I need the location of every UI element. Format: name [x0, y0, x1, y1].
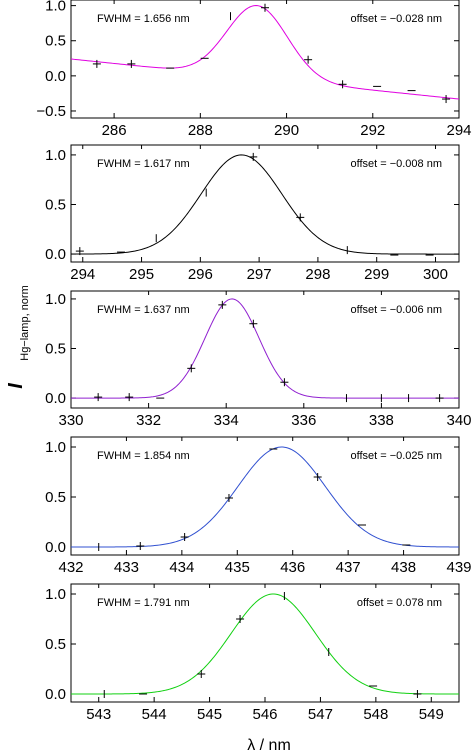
- x-tick-label: 432: [58, 559, 83, 576]
- data-point: [136, 542, 145, 550]
- data-point: [236, 615, 245, 623]
- x-tick-label: 294: [70, 266, 95, 283]
- x-tick-label: 295: [129, 266, 154, 283]
- data-point: [442, 95, 451, 104]
- x-tick-label: 296: [188, 266, 213, 283]
- offset-annotation: offset = −0.025 nm: [350, 450, 442, 462]
- x-tick-label: 294: [446, 122, 471, 139]
- x-tick-label: 297: [247, 266, 272, 283]
- x-tick-label: 290: [274, 122, 299, 139]
- data-point: [280, 378, 289, 387]
- data-point: [261, 3, 269, 12]
- panel-frame: [70, 144, 460, 263]
- data-point: [125, 393, 134, 402]
- fwhm-annotation: FWHM = 1.854 nm: [97, 450, 190, 462]
- y-tick-label: 0.0: [45, 539, 66, 556]
- y-tick-label: 0.0: [45, 246, 66, 263]
- data-point: [197, 670, 206, 678]
- x-tick-label: 433: [114, 559, 139, 576]
- x-tick-label: 288: [188, 122, 213, 139]
- x-tick-label: 286: [102, 122, 127, 139]
- fwhm-annotation: FWHM = 1.791 nm: [97, 597, 190, 609]
- y-tick-label: 0.5: [45, 636, 66, 653]
- data-point: [249, 152, 258, 161]
- data-point: [249, 319, 258, 328]
- x-tick-label: 292: [360, 122, 385, 139]
- x-tick-label: 300: [423, 266, 448, 283]
- x-tick-label: 336: [291, 412, 316, 429]
- data-point: [218, 300, 227, 309]
- x-tick-label: 548: [363, 706, 388, 723]
- x-tick-label: 434: [169, 559, 194, 576]
- panel-1: 286 288 290 292 294 −0.5 0.0 0.5 1.0 FWHM = 1.656…: [36, 0, 472, 139]
- y-tick-label: 0.0: [45, 68, 66, 85]
- data-point: [127, 59, 136, 68]
- x-tick-label: 549: [419, 706, 444, 723]
- panel-4: 432 433 434 435 436 437 438 439 0.0 0.5 1.0 FWHM = …: [45, 436, 472, 576]
- panel-frame: [70, 290, 460, 409]
- fit-curve: [71, 446, 459, 548]
- x-tick-label: 544: [142, 706, 167, 723]
- data-point: [413, 690, 422, 698]
- y-axis-title-subscript: Hg−lamp, norm: [19, 285, 31, 361]
- y-tick-label: 1.0: [45, 586, 66, 603]
- y-tick-label: 0.5: [45, 341, 66, 358]
- y-tick-label: 0.0: [45, 390, 66, 407]
- y-tick-label: 0.5: [45, 196, 66, 213]
- x-tick-label: 436: [280, 559, 305, 576]
- y-tick-label: 1.0: [45, 439, 66, 456]
- data-point: [75, 247, 84, 256]
- x-tick-label: 332: [136, 412, 161, 429]
- panels-group: 286 288 290 292 294 −0.5 0.0 0.5 1.0 FWHM = 1.656…: [36, 0, 472, 723]
- fwhm-annotation: FWHM = 1.637 nm: [97, 304, 190, 316]
- data-point: [180, 533, 189, 541]
- fit-curve: [71, 298, 459, 399]
- offset-annotation: offset = −0.006 nm: [350, 304, 442, 316]
- y-tick-label: 0.0: [45, 686, 66, 703]
- y-tick-label: 1.0: [45, 147, 66, 164]
- data-point: [313, 473, 322, 481]
- x-tick-label: 547: [308, 706, 333, 723]
- x-tick-label: 338: [369, 412, 394, 429]
- data-point: [224, 494, 233, 502]
- x-tick-label: 330: [58, 412, 83, 429]
- data-point: [187, 364, 196, 373]
- x-tick-label: 299: [364, 266, 389, 283]
- x-tick-label: 438: [391, 559, 416, 576]
- x-tick-label: 437: [336, 559, 361, 576]
- x-tick-label: 298: [305, 266, 330, 283]
- data-point: [92, 59, 101, 68]
- x-tick-label: 435: [225, 559, 250, 576]
- panel-frame: [70, 436, 460, 556]
- offset-annotation: offset = −0.028 nm: [350, 13, 442, 25]
- data-point: [338, 80, 347, 89]
- panel-3: 330 332 334 336 338 340 0.0 0.5 1.0 FWHM = 1.637 …: [45, 290, 472, 429]
- x-tick-label: 545: [197, 706, 222, 723]
- offset-annotation: offset = 0.078 nm: [357, 597, 442, 609]
- y-tick-label: 0.5: [45, 489, 66, 506]
- data-point: [304, 55, 313, 64]
- data-point: [296, 213, 305, 222]
- fit-curve: [71, 154, 459, 255]
- fit-curve: [71, 593, 459, 695]
- data-point: [94, 393, 103, 402]
- fwhm-annotation: FWHM = 1.617 nm: [97, 158, 190, 170]
- y-tick-label: 0.5: [45, 33, 66, 50]
- panel-2: 294 295 296 297 298 299 300 0.0 0.5 1.0 FWHM = 1.6…: [45, 144, 460, 283]
- fwhm-annotation: FWHM = 1.656 nm: [97, 13, 190, 25]
- y-axis-title-main: I: [5, 383, 27, 389]
- x-tick-label: 334: [214, 412, 239, 429]
- y-tick-label: 1.0: [45, 0, 66, 15]
- x-tick-label: 439: [446, 559, 471, 576]
- data-point: [435, 394, 444, 403]
- y-tick-label: 1.0: [45, 291, 66, 308]
- offset-annotation: offset = −0.008 nm: [350, 158, 442, 170]
- y-tick-label: −0.5: [36, 103, 66, 120]
- panel-5: 543 544 545 546 547 548 549 0.0 0.5 1.0 FWHM = 1.7…: [45, 583, 460, 723]
- x-tick-label: 543: [86, 706, 111, 723]
- x-tick-label: 340: [446, 412, 471, 429]
- x-axis-title: λ / nm: [247, 737, 291, 754]
- x-tick-label: 546: [252, 706, 277, 723]
